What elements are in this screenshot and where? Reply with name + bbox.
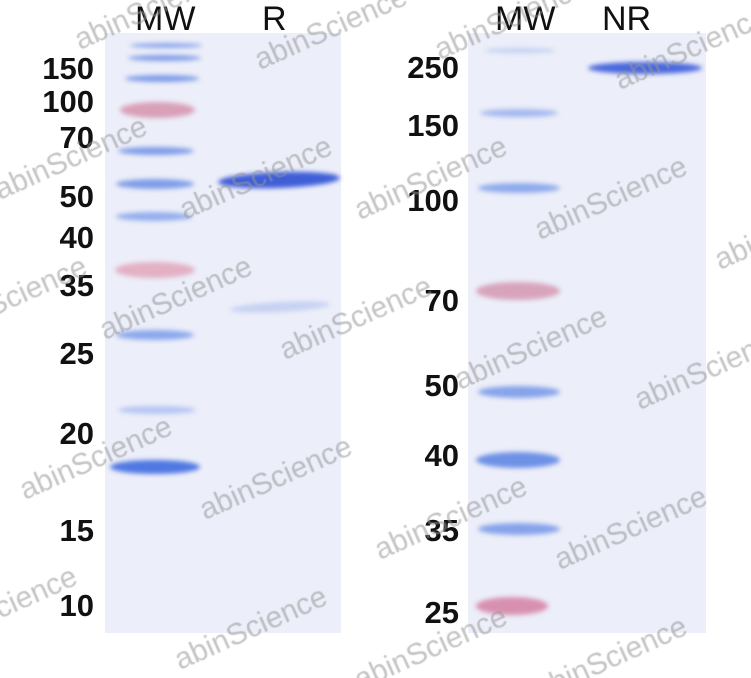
marker-band [125,75,199,82]
marker-band [118,147,194,155]
marker-label: 70 [424,283,459,318]
marker-label: 20 [59,416,94,451]
marker-label: 35 [59,268,94,303]
marker-label: 100 [407,183,459,218]
marker-label: 40 [59,220,94,255]
lane-label-r: R [262,0,287,38]
marker-label: 70 [59,120,94,155]
marker-band [116,330,194,340]
marker-label: 10 [59,588,94,623]
marker-label: 35 [424,513,459,548]
marker-band [116,179,194,189]
marker-label: 25 [424,595,459,630]
marker-band [478,183,560,193]
marker-label: 150 [42,51,94,86]
marker-band [118,406,196,414]
marker-band [110,460,200,474]
marker-band [476,282,560,300]
lane-label-nr: NR [602,0,652,38]
right-gel [468,33,706,633]
marker-band [476,452,560,468]
lane-label-mw-right: MW [495,0,556,38]
marker-label: 25 [59,336,94,371]
marker-band [130,43,202,48]
marker-band [478,386,560,398]
marker-label: 100 [42,84,94,119]
marker-band [480,109,558,117]
marker-band [116,212,192,221]
marker-band [115,262,195,278]
marker-label: 15 [59,513,94,548]
marker-band [120,102,195,118]
lane-label-mw-left: MW [135,0,196,38]
marker-label: 150 [407,108,459,143]
marker-label: 40 [424,438,459,473]
sample-band-nr-250 [588,62,702,74]
marker-label: 250 [407,50,459,85]
marker-band [476,597,548,615]
marker-label: 50 [424,368,459,403]
marker-label: 50 [59,179,94,214]
marker-band [485,48,555,53]
marker-band [478,523,560,535]
marker-band [128,55,201,61]
